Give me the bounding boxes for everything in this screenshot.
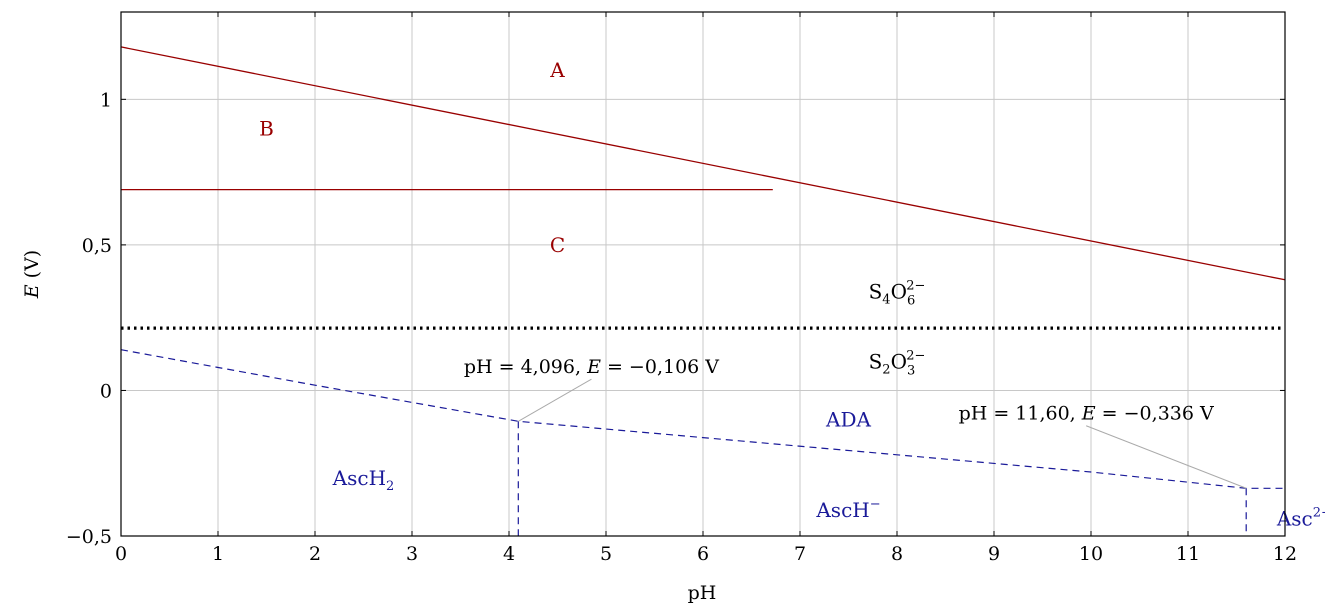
x-tick-label: 3 <box>406 543 418 565</box>
x-tick-label: 4 <box>503 543 515 565</box>
region-labels: A B C ADA AscH2 AscH− Asc2− S4O62− S2O32− <box>259 58 1325 530</box>
series-line-3 <box>120 349 1285 489</box>
x-tick-label: 7 <box>794 543 806 565</box>
region-label-AscH2: AscH2 <box>332 466 395 494</box>
x-tick-label: 12 <box>1273 543 1297 565</box>
annotation-label-0: pH = 4,096, E = −0,106 V <box>464 356 719 378</box>
y-tick-label: 0,5 <box>82 235 112 257</box>
region-label-B: B <box>259 116 274 140</box>
region-label-S4O6: S4O62− <box>869 278 926 308</box>
annotation-leader-1 <box>1085 425 1247 489</box>
region-label-ADA: ADA <box>825 408 871 432</box>
annotation-leader-0 <box>518 378 592 422</box>
x-tick-label: 0 <box>115 543 127 565</box>
y-tick-label: 0 <box>100 380 112 402</box>
region-label-A: A <box>549 58 565 82</box>
tick-labels: 0 1 2 3 4 5 6 7 8 9 10 11 12−0,500,51 <box>66 89 1297 565</box>
region-label-AscH-: AscH− <box>815 497 880 522</box>
series-lines <box>120 46 1286 536</box>
axes <box>120 11 1286 537</box>
annotation-label-1: pH = 11,60, E = −0,336 V <box>959 403 1214 425</box>
y-axis-title: E (V) <box>21 250 43 299</box>
x-tick-label: 8 <box>891 543 903 565</box>
region-label-S2O3: S2O32− <box>869 348 926 378</box>
annotation-labels: pH = 4,096, E = −0,106 V pH = 11,60, E = … <box>464 356 1214 425</box>
region-label-C: C <box>550 233 565 257</box>
y-tick-label: 1 <box>100 89 112 111</box>
y-axis-symbol: E <box>21 284 43 299</box>
y-axis-unit: (V) <box>21 250 43 279</box>
x-tick-label: 6 <box>697 543 709 565</box>
x-tick-label: 9 <box>988 543 1000 565</box>
y-tick-label: −0,5 <box>66 526 112 548</box>
x-tick-label: 1 <box>212 543 224 565</box>
x-tick-label: 10 <box>1079 543 1103 565</box>
grid <box>120 12 1286 537</box>
x-tick-label: 5 <box>600 543 612 565</box>
x-axis-title: pH <box>688 582 717 604</box>
x-tick-label: 11 <box>1176 543 1200 565</box>
region-label-Asc2-: Asc2− <box>1276 506 1325 531</box>
series-line-0 <box>120 46 1286 281</box>
x-tick-label: 2 <box>309 543 321 565</box>
annotation-leaders <box>518 378 1247 489</box>
